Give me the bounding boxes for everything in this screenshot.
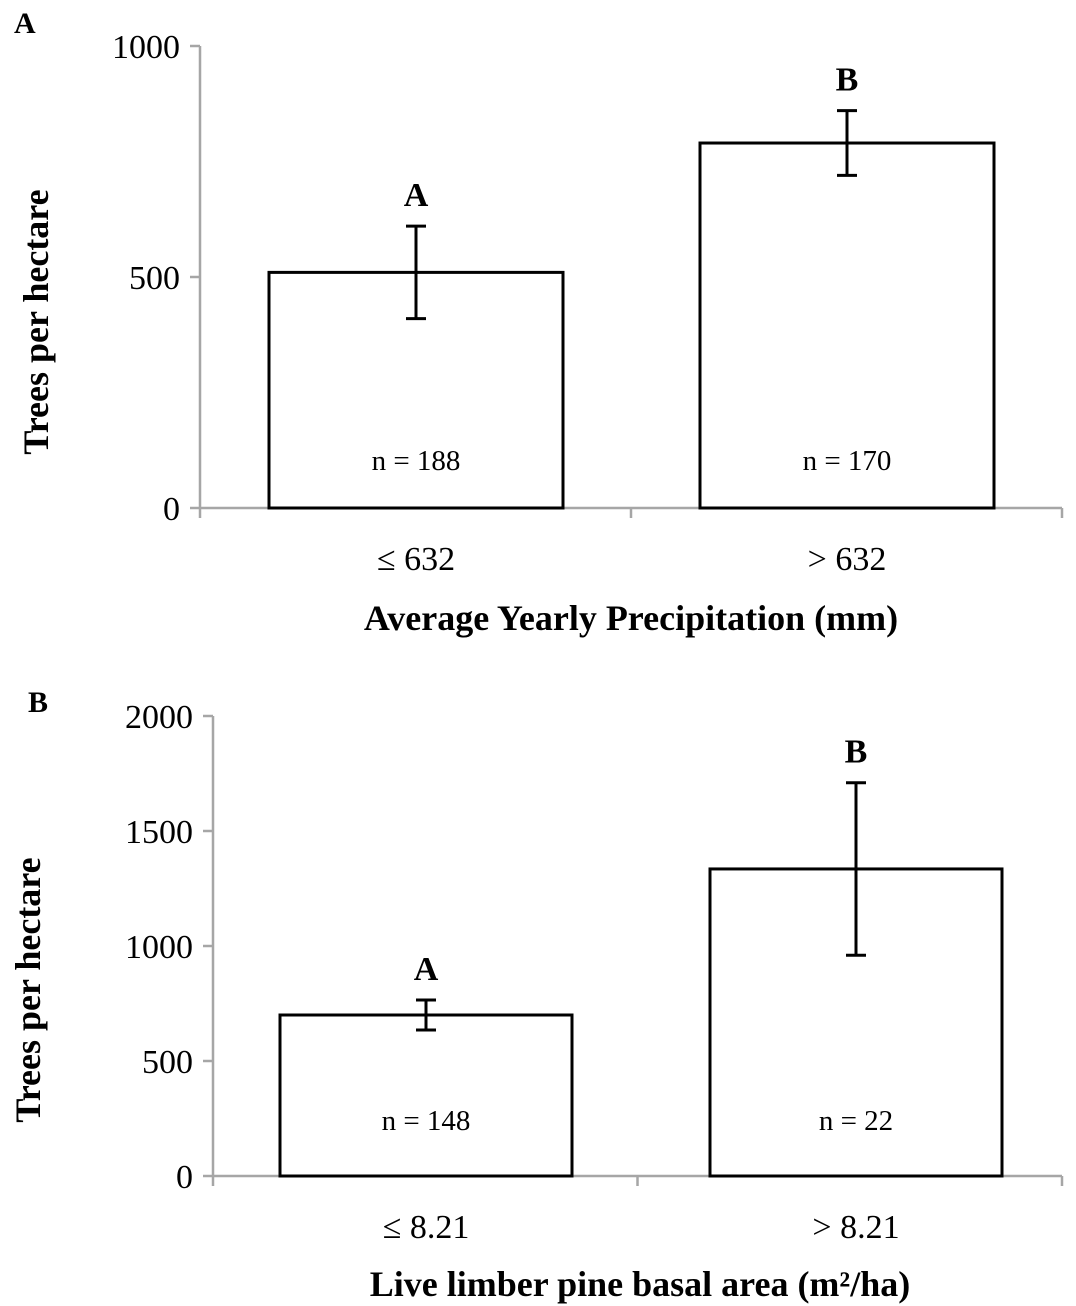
- y-tick-label: 1500: [125, 814, 193, 851]
- y-tick-label: 500: [142, 1044, 193, 1081]
- significance-label: B: [845, 734, 868, 771]
- y-tick-labels: 0 500 1000 1500 2000: [125, 699, 193, 1196]
- x-tick-label: > 8.21: [812, 1209, 899, 1246]
- x-tick-label: > 632: [808, 541, 887, 578]
- y-axis-title: Trees per hectare: [16, 189, 56, 454]
- y-tick-label: 1000: [112, 29, 180, 66]
- sample-size-label: n = 170: [803, 445, 892, 477]
- y-tick-label: 1000: [125, 929, 193, 966]
- panel-label: A: [14, 7, 36, 40]
- panel-label: B: [28, 686, 48, 719]
- y-tick-label: 2000: [125, 699, 193, 736]
- x-axis-title: Average Yearly Precipitation (mm): [364, 598, 898, 638]
- significance-label: B: [836, 62, 859, 99]
- panel-b: B 0 500 1000 1500 2000 Trees per hectare Liv…: [8, 686, 1064, 1304]
- bar-marks: An = 188 ≤ 632 Bn = 170 > 632: [190, 44, 1064, 578]
- x-tick-label: ≤ 8.21: [383, 1209, 470, 1246]
- sample-size-label: n = 22: [819, 1105, 893, 1137]
- sample-size-label: n = 148: [382, 1105, 471, 1137]
- significance-label: A: [404, 177, 429, 214]
- sample-size-label: n = 188: [372, 445, 461, 477]
- bar: [278, 1013, 574, 1178]
- y-tick-label: 0: [176, 1159, 193, 1196]
- panel-a: A 0 500 1000 Trees per hectare Average Yea…: [14, 7, 1064, 638]
- significance-label: A: [414, 951, 439, 988]
- y-tick-label: 500: [129, 260, 180, 297]
- y-tick-label: 0: [163, 491, 180, 528]
- x-tick-label: ≤ 632: [377, 541, 455, 578]
- bar-marks: An = 148 ≤ 8.21 Bn = 22 > 8.21: [203, 714, 1064, 1246]
- y-tick-labels: 0 500 1000: [112, 29, 180, 528]
- x-axis-title: Live limber pine basal area (m²/ha): [370, 1264, 910, 1304]
- bar: [698, 141, 996, 510]
- y-axis-title: Trees per hectare: [8, 857, 48, 1122]
